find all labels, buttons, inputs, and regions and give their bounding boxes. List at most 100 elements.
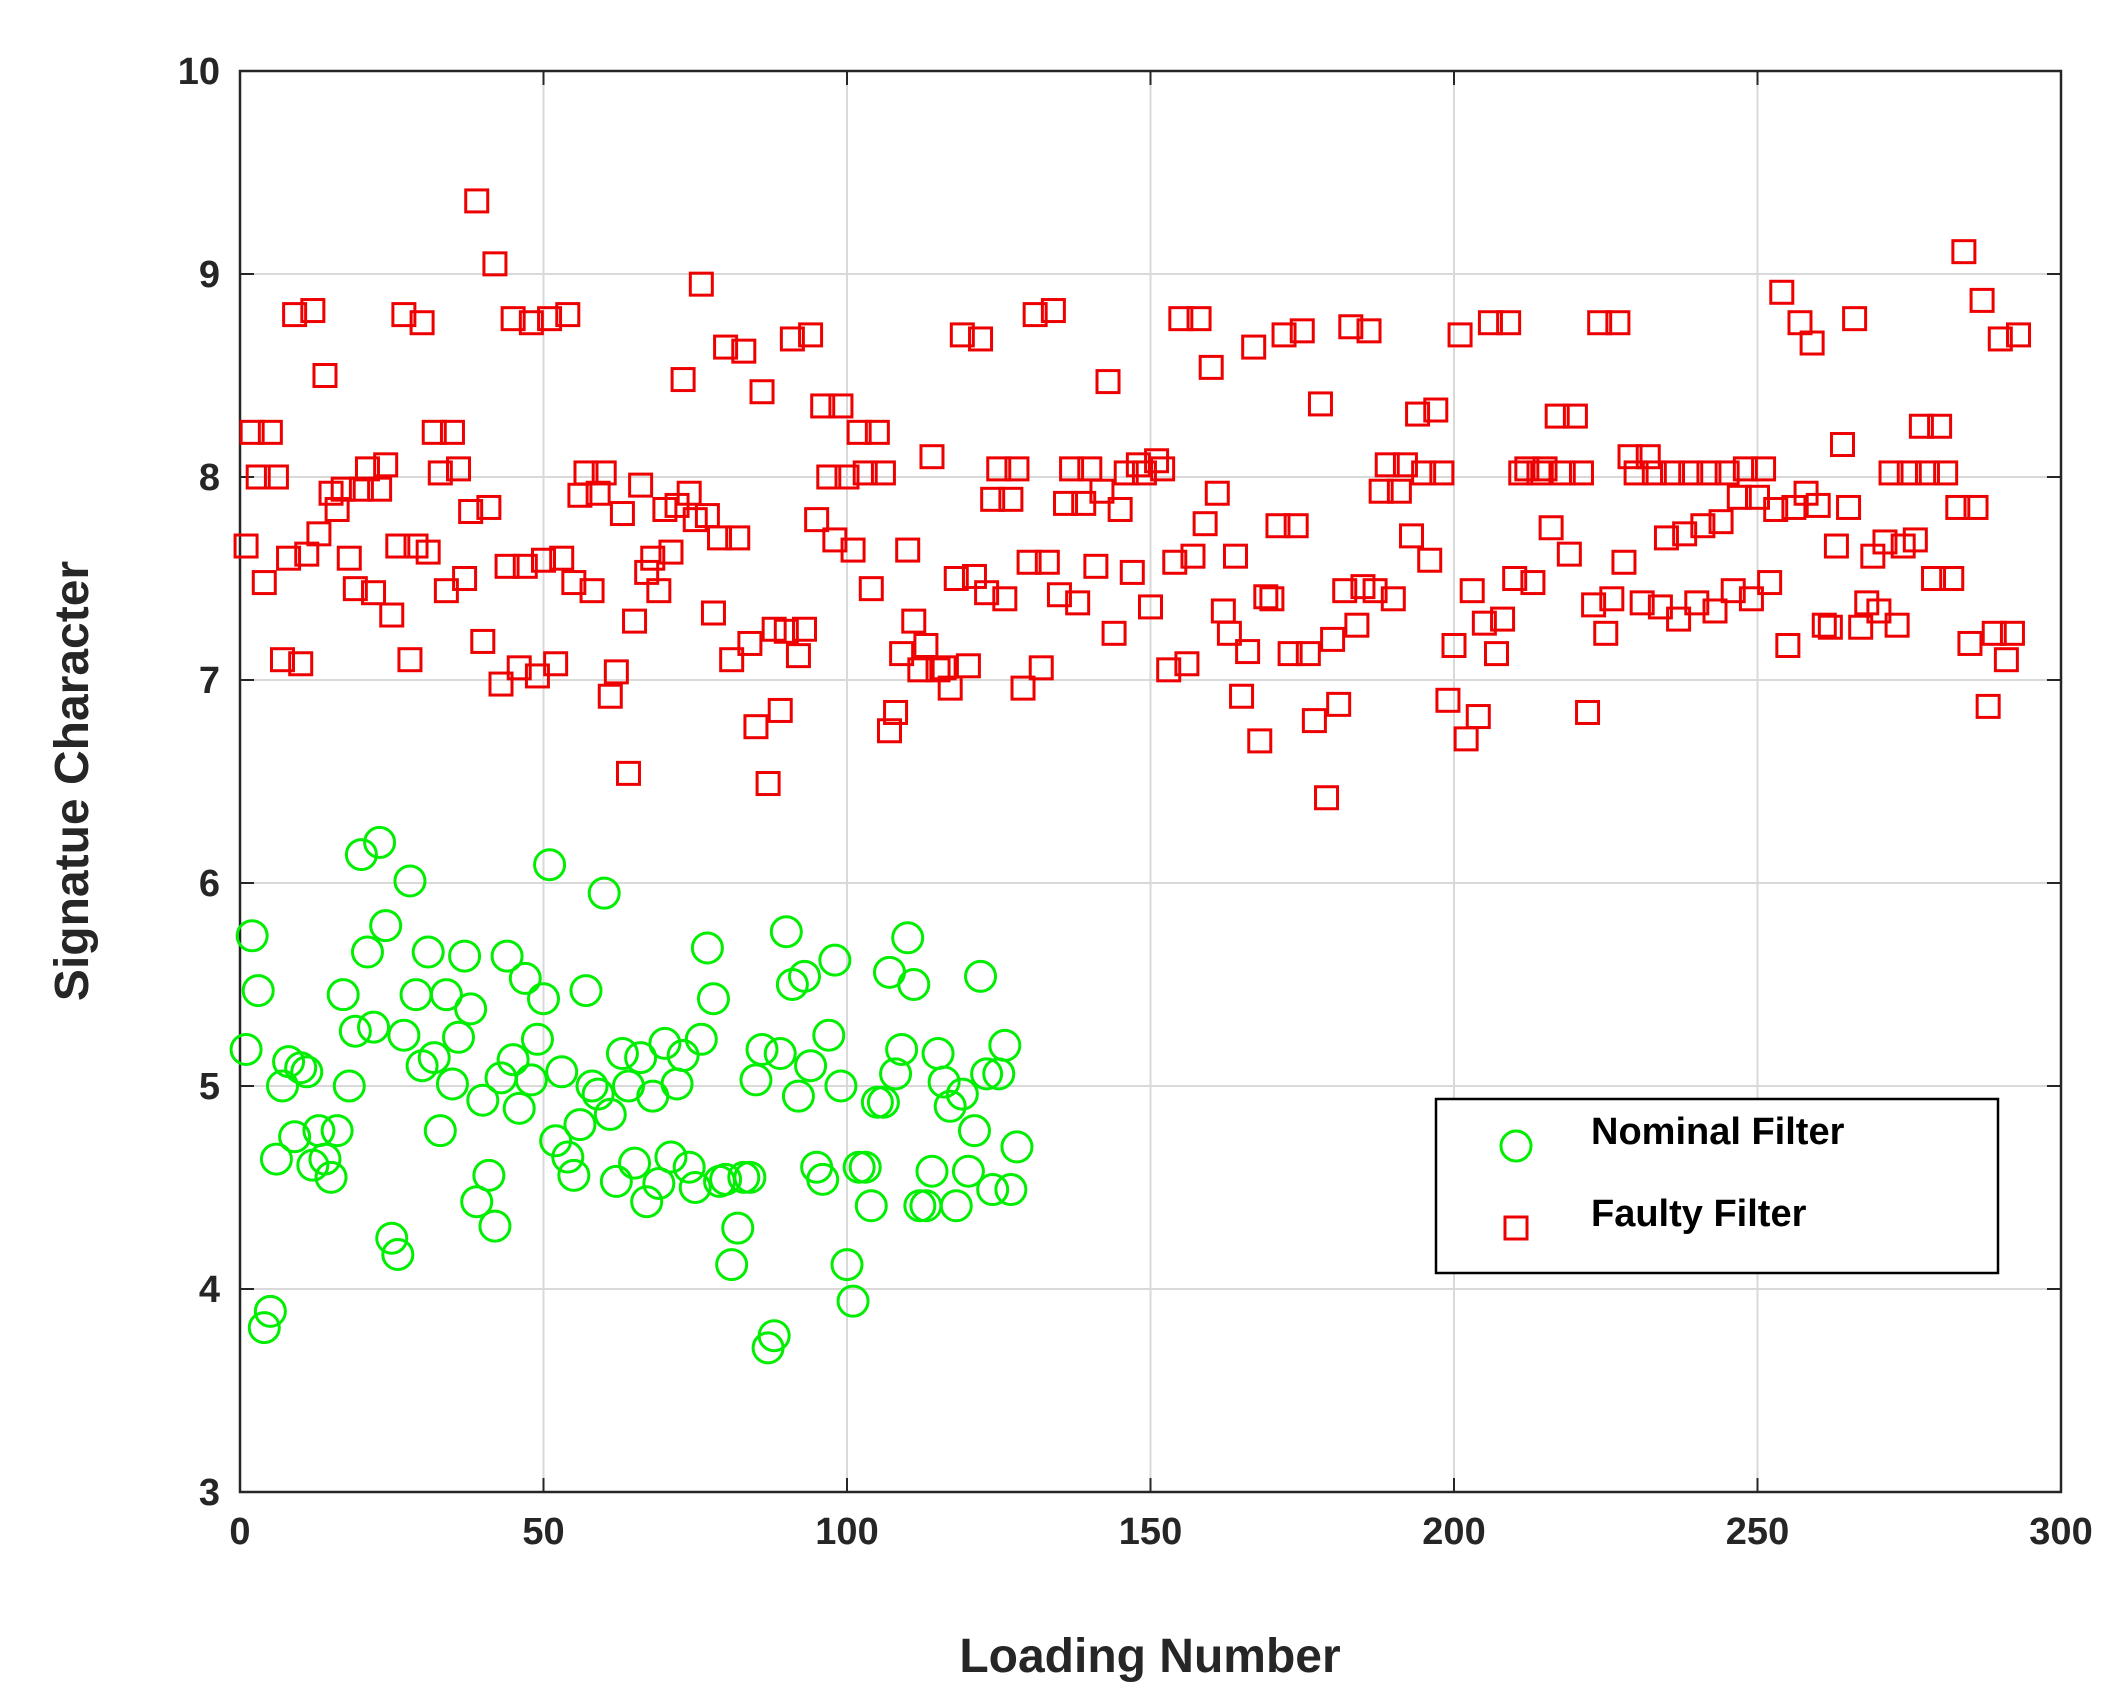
- point: [324, 496, 350, 522]
- point: [229, 1032, 263, 1066]
- point: [1040, 298, 1066, 324]
- point: [976, 1173, 1010, 1207]
- point: [1872, 529, 1898, 555]
- point: [427, 460, 453, 486]
- point: [1459, 578, 1485, 604]
- point: [1927, 413, 1953, 439]
- point: [1581, 592, 1607, 618]
- point: [1326, 691, 1352, 717]
- point: [1216, 620, 1242, 646]
- point: [1271, 322, 1297, 348]
- point: [666, 1039, 700, 1073]
- point: [1611, 549, 1637, 575]
- point: [779, 326, 805, 352]
- point: [1987, 326, 2013, 352]
- point: [690, 931, 724, 965]
- point: [907, 657, 933, 683]
- point: [648, 1026, 682, 1060]
- point: [1629, 590, 1655, 616]
- point: [1180, 543, 1206, 569]
- point: [247, 1311, 281, 1345]
- point: [885, 1032, 919, 1066]
- point: [1004, 456, 1030, 482]
- point: [658, 539, 684, 565]
- point: [1338, 314, 1364, 340]
- point: [1125, 452, 1151, 478]
- point: [518, 310, 544, 336]
- point: [466, 1083, 500, 1117]
- point: [1568, 460, 1594, 486]
- point: [308, 1142, 342, 1176]
- point: [836, 1284, 870, 1318]
- point: [818, 943, 852, 977]
- point: [622, 608, 648, 634]
- point: [1599, 586, 1625, 612]
- point: [854, 1189, 888, 1223]
- point: [1059, 456, 1085, 482]
- point: [494, 553, 520, 579]
- point: [1641, 460, 1667, 486]
- point: [1975, 693, 2001, 719]
- point: [615, 760, 641, 786]
- point: [1587, 310, 1613, 336]
- point: [609, 501, 635, 527]
- point: [1575, 699, 1601, 725]
- point: [1374, 452, 1400, 478]
- point: [846, 419, 872, 445]
- point: [1538, 515, 1564, 541]
- point: [1811, 612, 1837, 638]
- point: [715, 1248, 749, 1282]
- point: [1192, 511, 1218, 537]
- point: [1496, 310, 1522, 336]
- point: [470, 628, 496, 654]
- point: [1678, 460, 1704, 486]
- point: [1829, 432, 1855, 458]
- point: [816, 464, 842, 490]
- point: [1095, 369, 1121, 395]
- point: [640, 545, 666, 571]
- point: [1289, 318, 1315, 344]
- point: [733, 1160, 767, 1194]
- point: [312, 363, 338, 388]
- point: [326, 978, 360, 1012]
- point: [423, 1114, 457, 1148]
- point: [1708, 509, 1734, 535]
- point: [788, 959, 822, 993]
- point: [1107, 496, 1133, 522]
- point: [1939, 566, 1965, 591]
- point: [676, 480, 702, 506]
- plot-frame: [238, 69, 2063, 1494]
- point: [490, 939, 524, 973]
- point: [1441, 632, 1467, 658]
- point: [739, 1063, 773, 1097]
- point: [757, 1319, 791, 1353]
- point: [375, 1221, 409, 1255]
- point: [1896, 460, 1922, 486]
- point: [1000, 1130, 1034, 1164]
- point: [1034, 549, 1060, 575]
- point: [798, 322, 824, 348]
- point: [824, 1069, 858, 1103]
- point: [1283, 513, 1309, 539]
- point: [344, 838, 378, 872]
- x-tick-label: 200: [1422, 1511, 1485, 1553]
- point: [350, 935, 384, 969]
- point: [563, 1108, 597, 1142]
- point: [1702, 598, 1728, 624]
- point: [348, 476, 374, 502]
- point: [1945, 494, 1971, 520]
- point: [879, 1057, 913, 1091]
- point: [1969, 287, 1995, 313]
- point: [1914, 460, 1940, 486]
- point: [919, 444, 945, 470]
- point: [2006, 322, 2032, 348]
- point: [1368, 478, 1394, 504]
- point: [551, 1140, 585, 1174]
- point: [288, 651, 314, 677]
- legend-box: [1434, 1097, 2000, 1275]
- point: [707, 525, 733, 551]
- point: [1999, 620, 2025, 646]
- point: [1714, 460, 1740, 486]
